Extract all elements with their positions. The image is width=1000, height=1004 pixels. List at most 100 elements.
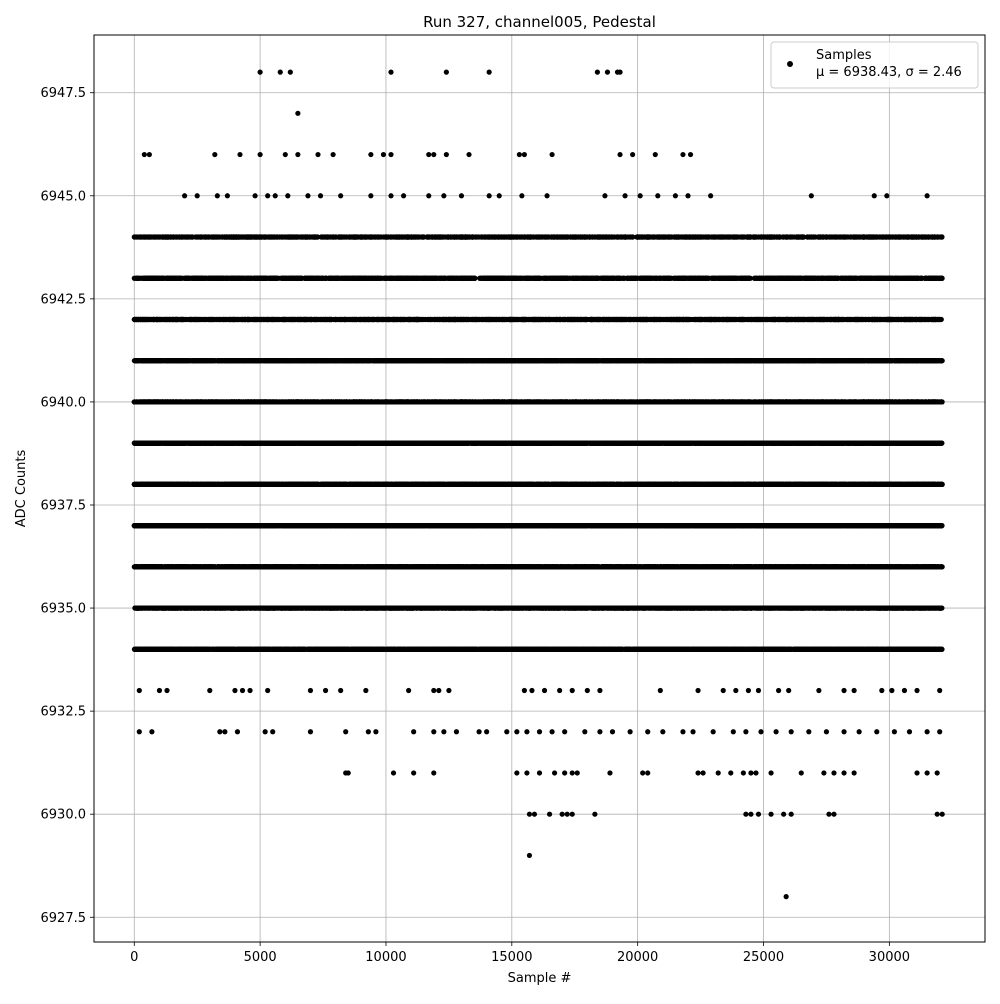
data-point: [295, 152, 300, 157]
data-point: [406, 688, 411, 693]
data-point: [258, 70, 263, 75]
data-point: [517, 152, 522, 157]
data-point: [217, 729, 222, 734]
data-point: [831, 812, 836, 817]
data-point: [660, 729, 665, 734]
data-point: [809, 647, 814, 652]
data-point: [749, 647, 754, 652]
data-point: [799, 770, 804, 775]
data-point: [560, 812, 565, 817]
data-point: [459, 193, 464, 198]
data-point: [544, 193, 549, 198]
data-point: [856, 647, 861, 652]
data-point: [605, 70, 610, 75]
data-point: [638, 193, 643, 198]
data-point: [653, 152, 658, 157]
data-point: [443, 647, 448, 652]
data-point: [514, 770, 519, 775]
data-point: [161, 647, 166, 652]
data-point: [436, 688, 441, 693]
data-point: [537, 647, 542, 652]
data-point: [284, 647, 289, 652]
data-point: [265, 193, 270, 198]
data-point: [522, 152, 527, 157]
data-point: [585, 688, 590, 693]
data-point: [606, 647, 611, 652]
data-point: [402, 647, 407, 652]
data-point: [444, 152, 449, 157]
data-point: [874, 729, 879, 734]
data-point: [939, 647, 944, 652]
data-point: [575, 770, 580, 775]
data-point: [595, 647, 600, 652]
data-point: [626, 647, 631, 652]
data-point: [258, 152, 263, 157]
data-point: [444, 70, 449, 75]
data-point: [504, 729, 509, 734]
data-point: [273, 193, 278, 198]
data-point: [645, 770, 650, 775]
data-point: [873, 647, 878, 652]
data-point: [524, 729, 529, 734]
data-point: [831, 770, 836, 775]
data-point: [397, 647, 402, 652]
data-point: [426, 193, 431, 198]
data-point: [852, 688, 857, 693]
data-point: [348, 647, 353, 652]
data-point: [748, 770, 753, 775]
data-point: [237, 152, 242, 157]
data-point: [925, 770, 930, 775]
data-point: [196, 647, 201, 652]
data-point: [937, 688, 942, 693]
data-point: [733, 688, 738, 693]
data-point: [925, 193, 930, 198]
data-point: [464, 647, 469, 652]
data-point: [801, 647, 806, 652]
data-point: [145, 647, 150, 652]
data-point: [431, 152, 436, 157]
data-point: [182, 647, 187, 652]
data-point: [252, 193, 257, 198]
data-point: [292, 647, 297, 652]
data-point: [270, 729, 275, 734]
data-point: [649, 647, 654, 652]
data-point: [872, 193, 877, 198]
data-point: [265, 688, 270, 693]
data-point: [690, 729, 695, 734]
data-point: [434, 647, 439, 652]
data-point: [426, 152, 431, 157]
data-point: [781, 812, 786, 817]
data-point: [235, 729, 240, 734]
data-point: [323, 688, 328, 693]
data-point: [562, 729, 567, 734]
data-point: [454, 729, 459, 734]
data-point: [308, 688, 313, 693]
data-point: [741, 770, 746, 775]
data-point: [557, 688, 562, 693]
data-point: [273, 647, 278, 652]
data-point: [763, 647, 768, 652]
data-point: [441, 729, 446, 734]
data-point: [758, 729, 763, 734]
data-point: [431, 729, 436, 734]
data-point: [521, 647, 526, 652]
data-point: [884, 647, 889, 652]
data-point: [225, 193, 230, 198]
data-point: [666, 647, 671, 652]
data-point: [743, 729, 748, 734]
data-point: [809, 193, 814, 198]
data-point: [730, 647, 735, 652]
data-point: [142, 152, 147, 157]
data-point: [278, 70, 283, 75]
data-point: [721, 688, 726, 693]
data-point: [522, 688, 527, 693]
data-point: [288, 70, 293, 75]
data-point: [773, 729, 778, 734]
data-point: [840, 647, 845, 652]
data-point: [532, 812, 537, 817]
data-point: [570, 688, 575, 693]
data-point: [680, 152, 685, 157]
data-point: [816, 688, 821, 693]
data-point: [771, 647, 776, 652]
